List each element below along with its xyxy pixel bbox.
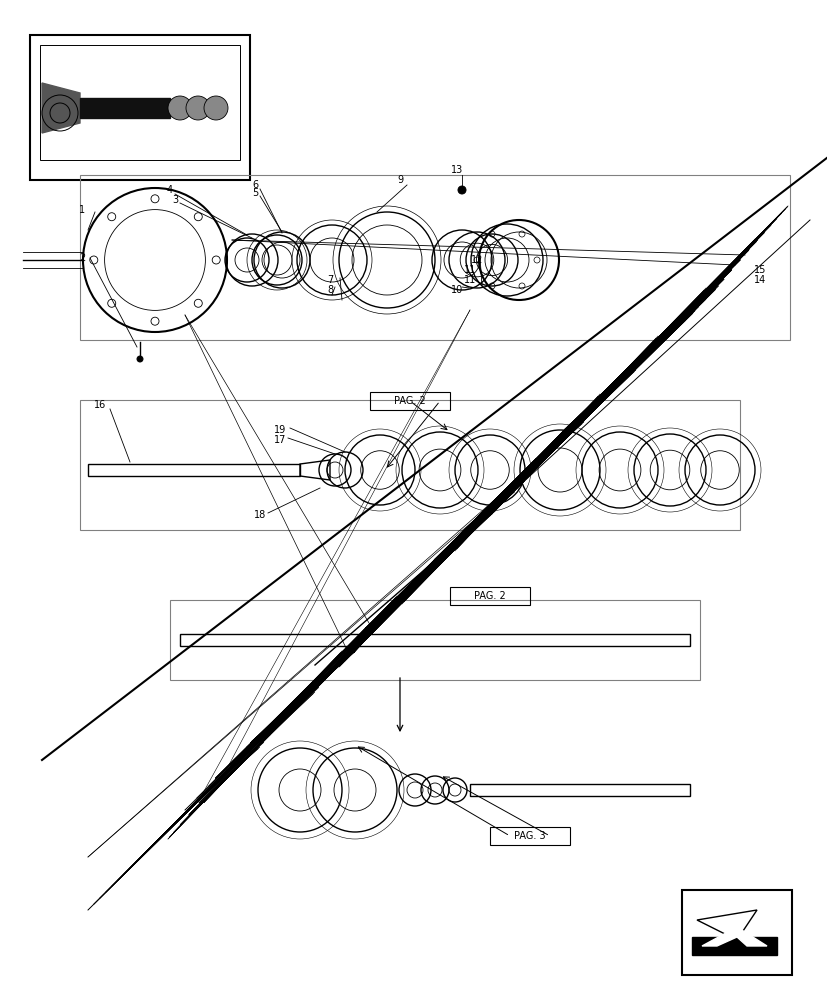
Text: 16: 16 xyxy=(93,400,106,410)
Text: 7: 7 xyxy=(327,275,332,285)
Text: PAG. 2: PAG. 2 xyxy=(474,591,505,601)
Bar xyxy=(681,890,791,975)
Text: 18: 18 xyxy=(254,510,265,520)
Circle shape xyxy=(136,356,143,362)
Circle shape xyxy=(203,96,227,120)
Bar xyxy=(80,400,739,530)
Text: 10: 10 xyxy=(451,285,462,295)
Bar xyxy=(470,784,689,796)
Text: 15: 15 xyxy=(753,265,765,275)
Bar xyxy=(179,634,689,646)
Polygon shape xyxy=(701,927,766,946)
Text: 6: 6 xyxy=(251,180,258,190)
Bar xyxy=(40,45,240,160)
Text: 13: 13 xyxy=(451,165,462,175)
Text: 8: 8 xyxy=(327,285,332,295)
Polygon shape xyxy=(691,937,776,955)
Bar xyxy=(370,392,449,410)
Bar xyxy=(449,587,529,605)
Polygon shape xyxy=(696,910,756,940)
Bar xyxy=(30,35,250,180)
Text: 4: 4 xyxy=(167,185,173,195)
Bar xyxy=(490,827,569,845)
Text: 11: 11 xyxy=(463,275,476,285)
Text: 14: 14 xyxy=(753,275,765,285)
Text: 9: 9 xyxy=(396,175,403,185)
Polygon shape xyxy=(42,83,80,133)
Text: 11: 11 xyxy=(463,265,476,275)
Bar xyxy=(80,175,789,340)
Circle shape xyxy=(457,186,466,194)
Text: 19: 19 xyxy=(274,425,286,435)
Text: 2: 2 xyxy=(79,253,85,263)
Circle shape xyxy=(168,96,192,120)
Text: 5: 5 xyxy=(251,188,258,198)
Text: 3: 3 xyxy=(172,195,178,205)
Circle shape xyxy=(186,96,210,120)
Text: 17: 17 xyxy=(274,435,286,445)
Text: 12: 12 xyxy=(471,255,483,265)
Text: PAG. 3: PAG. 3 xyxy=(514,831,545,841)
Bar xyxy=(170,600,699,680)
Bar xyxy=(88,464,299,476)
Text: 1: 1 xyxy=(79,205,85,215)
Polygon shape xyxy=(80,98,170,118)
Text: PAG. 2: PAG. 2 xyxy=(394,396,425,406)
